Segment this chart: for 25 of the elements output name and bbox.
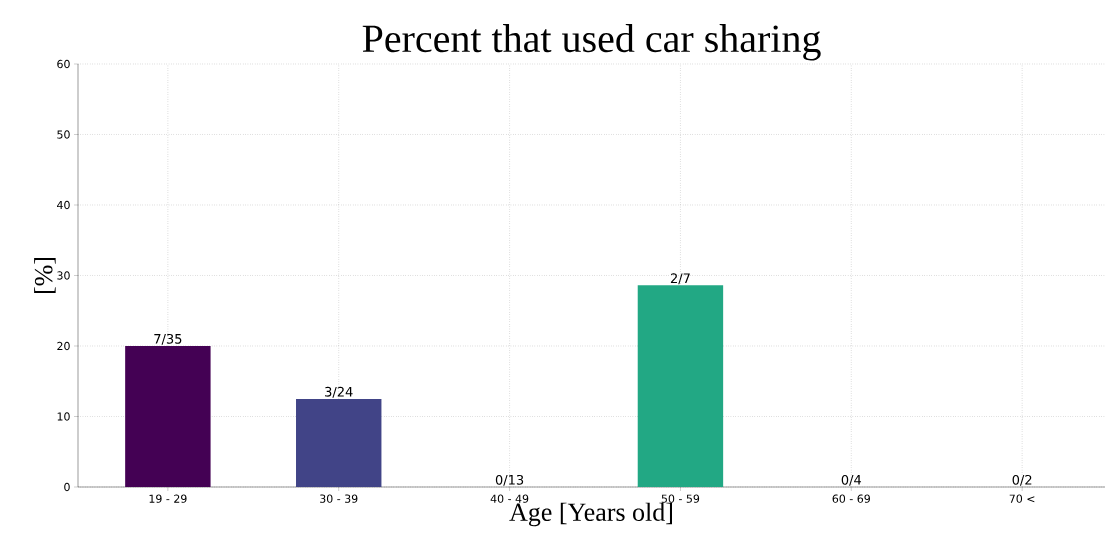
data-label: 0/13 [495,474,524,486]
data-label: 0/2 [1012,474,1032,486]
y-tick-label: 0 [64,482,70,492]
x-tick-label: 50 - 59 [661,494,700,503]
y-tick-label: 40 [57,200,70,210]
x-axis-title: Age [Years old] [509,502,672,527]
y-tick-label: 60 [57,59,70,69]
bar [296,398,382,487]
y-tick-label: 10 [57,412,70,421]
data-label: 2/7 [670,273,690,285]
data-label: 0/4 [841,474,862,486]
y-tick-label: 30 [57,271,70,280]
x-tick-label: 70 < [1009,494,1035,503]
y-axis-title: [%] [34,257,56,294]
x-tick-label: 60 - 69 [832,494,870,503]
chart-title: Percent that used car sharing [362,24,821,61]
data-label: 3/24 [325,386,353,398]
y-tick-label: 50 [57,130,70,139]
data-label: 7/35 [154,333,182,345]
x-tick-label: 19 - 29 [149,494,187,503]
bar [125,346,211,487]
x-tick-label: 30 - 39 [320,494,358,503]
y-tick-label: 20 [57,341,70,351]
x-tick-label: 40 - 49 [490,494,529,503]
bar [637,285,724,487]
